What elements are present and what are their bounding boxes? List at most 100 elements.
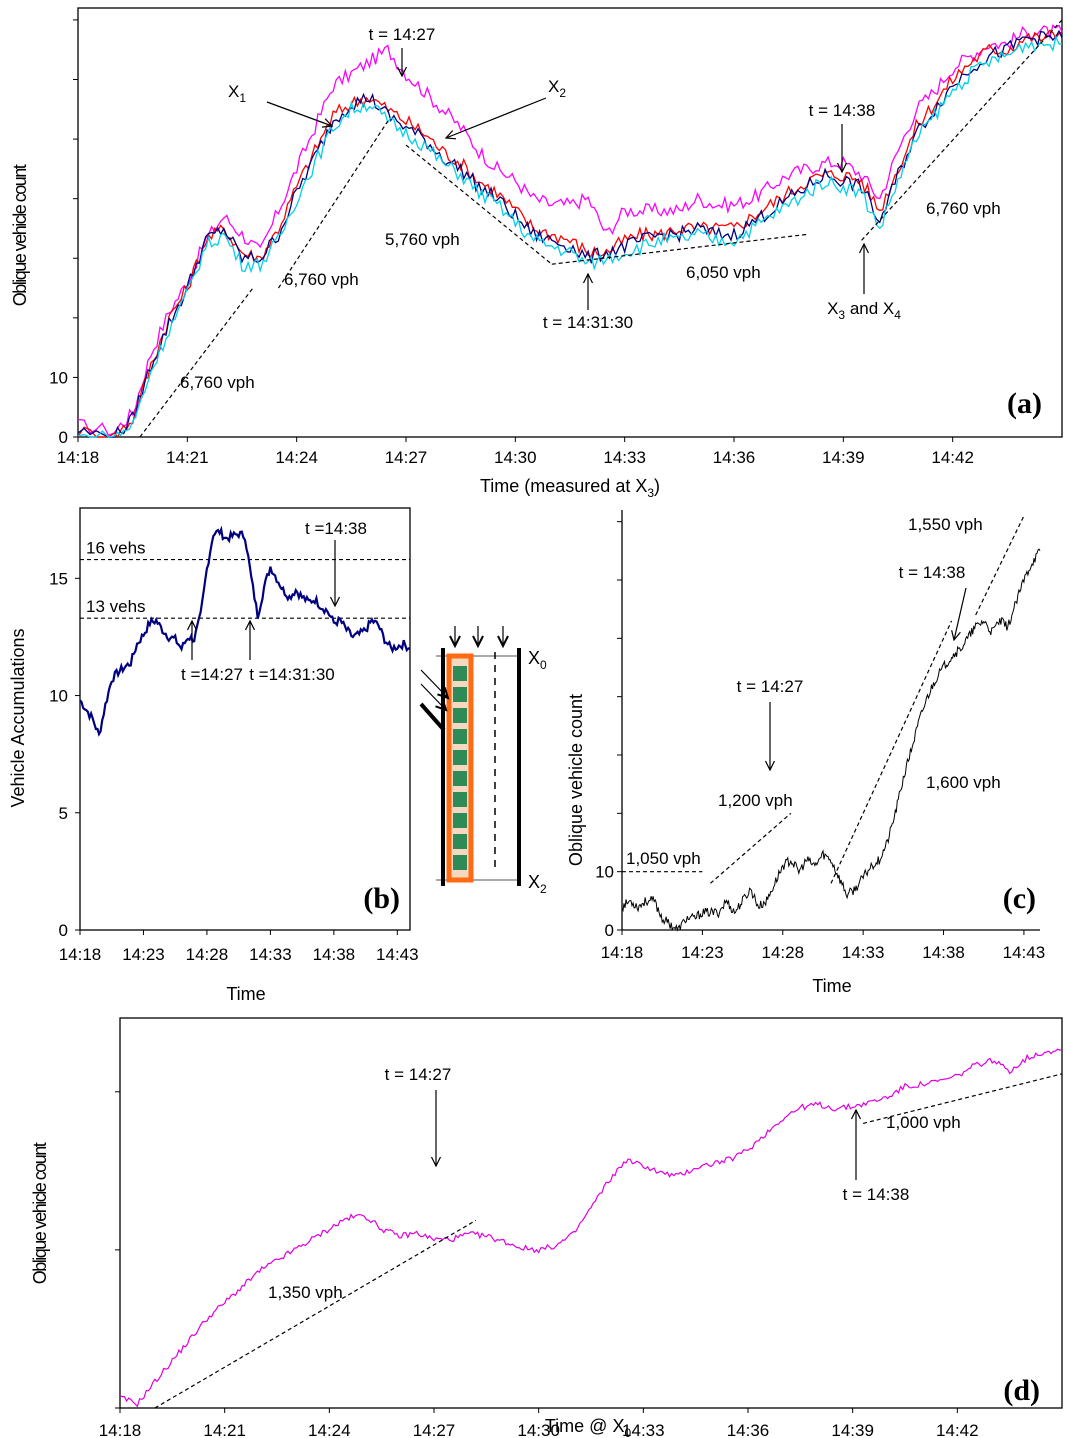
panel-a-ylabel: Oblique vehicle count [10, 164, 30, 306]
panel-c-ytick-label: 10 [595, 863, 614, 882]
panel-b-xtick-label: 14:43 [376, 945, 419, 964]
schematic-merge-arrow [420, 669, 450, 700]
panel-a-annotation: t = 14:27 [369, 25, 436, 44]
panel-c-xtick-label: 14:38 [922, 943, 965, 962]
schematic-x0-label: X0 [528, 648, 547, 672]
panel-c: 0 10 14:18 14:23 14:28 14:33 14:38 14:43 1,050 v… [566, 510, 1045, 996]
panel-b-xtick-label: 14:18 [59, 945, 102, 964]
schematic-vehicle [453, 771, 467, 786]
panel-d-xtick-label: 14:27 [413, 1421, 456, 1438]
panel-c-rate-label: 1,600 vph [926, 773, 1001, 792]
panel-b-xtick-label: 14:38 [313, 945, 356, 964]
panel-a-xtick-label: 14:42 [931, 448, 974, 467]
panel-a-rate-line [551, 233, 807, 265]
panel-a-xtick-label: 14:30 [494, 448, 537, 467]
panel-a-rate-line [277, 120, 389, 289]
schematic-flow-arrow-head [472, 635, 484, 649]
panel-a: 0 10 14:18 14:21 14:24 14:27 14:30 14:33 14:36 14… [10, 7, 1063, 500]
panel-a-rate-label: 6,760 vph [926, 199, 1001, 218]
panel-d-xtick-label: 14:33 [622, 1421, 665, 1438]
panel-d-arrow [430, 1090, 442, 1168]
panel-a-annotation: t = 14:38 [809, 101, 876, 120]
panel-d-label: (d) [1003, 1374, 1040, 1407]
panel-a-annotation: t = 14:31:30 [543, 313, 633, 332]
panel-a-frame [77, 7, 1063, 438]
panel-c-xtick-label: 14:18 [601, 943, 644, 962]
panel-a-label: (a) [1007, 387, 1042, 420]
panel-c-annotation: t = 14:38 [899, 563, 966, 582]
panel-b-arrow-head [329, 596, 341, 608]
schematic-flow-arrow [449, 626, 461, 649]
panel-a-series-0 [77, 24, 1063, 437]
panel-a-series-2 [77, 29, 1063, 438]
panel-b-frame [79, 507, 411, 931]
panel-a-annotation: X3 and X4 [827, 299, 901, 322]
panel-c-arrow [951, 587, 967, 642]
panel-b: 0 5 10 15 14:18 14:23 14:28 14:33 14:38 14:43 16 v… [8, 507, 419, 1004]
panel-d-arrow-head [430, 1156, 442, 1168]
panel-c-rate-label: 1,200 vph [718, 791, 793, 810]
panel-a-arrow-head [858, 242, 870, 254]
panel-a-arrow-head [836, 162, 848, 174]
panel-c-xtick-label: 14:43 [1003, 943, 1046, 962]
panel-a-arrow [582, 272, 594, 310]
panel-b-ytick-label: 0 [59, 921, 68, 940]
panel-a-rate-line [861, 19, 1063, 241]
panel-c-xlabel: Time [812, 976, 851, 996]
panel-c-xtick-label: 14:23 [681, 943, 724, 962]
panel-a-rate-label: 6,050 vph [686, 263, 761, 282]
panel-c-rate-line [710, 812, 792, 884]
panel-b-ref-label: 13 vehs [86, 597, 146, 616]
panel-a-rate-line [405, 144, 553, 265]
panel-d-ylabel: Oblique vehicle count [30, 1142, 50, 1284]
panel-a-arrow [836, 124, 848, 174]
panel-b-xtick-label: 14:33 [249, 945, 292, 964]
panel-a-arrow-head [582, 272, 594, 284]
panel-b-arrow [186, 619, 198, 660]
panel-a-arrow-head [321, 118, 334, 128]
panel-c-rate-label: 1,050 vph [626, 849, 701, 868]
panel-b-arrow-head [244, 619, 256, 631]
schematic-vehicle [453, 729, 467, 744]
panel-d-arrow-head [850, 1108, 862, 1120]
panel-d-rate-line [154, 1219, 477, 1409]
panel-b-label: (b) [363, 882, 400, 915]
panel-b-ytick-label: 10 [49, 687, 68, 706]
road-schematic: X0 X2 [419, 626, 547, 896]
panel-c-rate-label: 1,550 vph [908, 515, 983, 534]
panel-d-xtick-label: 14:36 [727, 1421, 770, 1438]
panel-c-xtick-label: 14:33 [842, 943, 885, 962]
panel-b-annotation: t =14:38 [305, 519, 367, 538]
panel-a-arrow [858, 242, 870, 294]
schematic-x2-label: X2 [528, 872, 547, 896]
panel-c-arrow-head [951, 630, 961, 642]
panel-a-rate-label: 5,760 vph [385, 230, 460, 249]
panel-a-xtick-label: 14:33 [603, 448, 646, 467]
schematic-flow-arrow-head [449, 635, 461, 649]
panel-a-xtick-label: 14:24 [275, 448, 318, 467]
panel-a-xtick-label: 14:27 [385, 448, 428, 467]
schematic-merge-arrow-head [437, 687, 450, 700]
panel-a-ytick-label: 10 [49, 368, 68, 387]
panel-d-xtick-label: 14:18 [99, 1421, 142, 1438]
schematic-flow-arrow [472, 626, 484, 649]
panel-b-ref-label: 16 vehs [86, 539, 146, 558]
schematic-onramp [419, 702, 446, 732]
panel-d-rate-label: 1,350 vph [268, 1283, 343, 1302]
panel-c-label: (c) [1003, 882, 1036, 915]
panel-a-arrow [396, 48, 408, 78]
panel-a-arrow-shaft [266, 101, 333, 127]
panel-a-xlabel: Time (measured at X3) [480, 476, 660, 500]
panel-d-arrow [850, 1108, 862, 1180]
panel-b-xlabel: Time [226, 984, 265, 1004]
panel-d-frame [119, 1017, 1063, 1409]
panel-c-arrow [764, 702, 776, 772]
panel-c-series [621, 548, 1041, 932]
schematic-vehicle [453, 855, 467, 870]
schematic-vehicle [453, 813, 467, 828]
schematic-merge-arrow-shaft [420, 669, 449, 699]
schematic-vehicle [453, 834, 467, 849]
schematic-flow-arrow-head [497, 635, 509, 649]
panel-a-xtick-label: 14:36 [713, 448, 756, 467]
